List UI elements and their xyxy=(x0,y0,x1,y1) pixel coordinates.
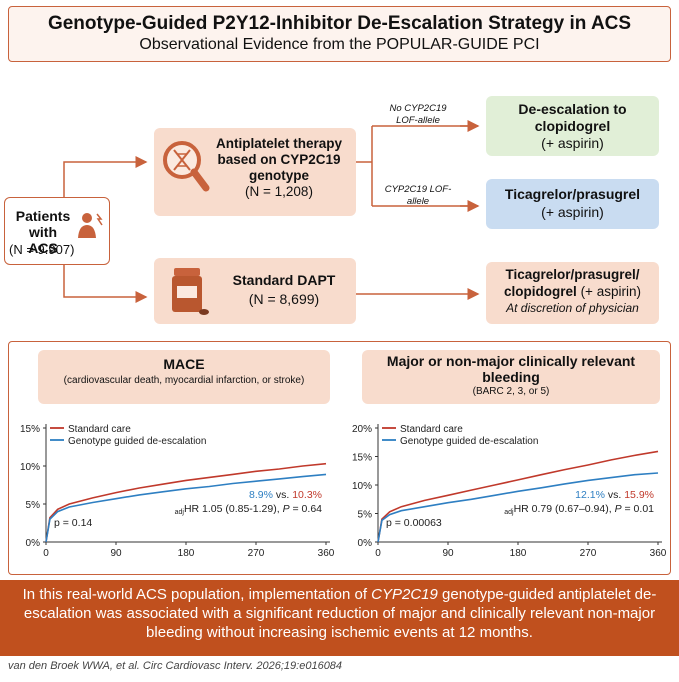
legend-label: Genotype guided de-escalation xyxy=(400,436,538,447)
x-tick-label: 270 xyxy=(580,548,597,559)
y-tick-label: 15% xyxy=(20,424,40,435)
x-tick-label: 360 xyxy=(650,548,667,559)
hazard-ratio-sub: adj xyxy=(504,509,514,516)
antiplatelet-box: Antiplatelet therapy based on CYP2C19 ge… xyxy=(154,128,356,216)
conclusion-gene: CYP2C19 xyxy=(371,586,438,603)
y-tick-label: 10% xyxy=(20,462,40,473)
antiplatelet-label: Antiplatelet therapy based on CYP2C19 ge… xyxy=(215,136,343,183)
mace-chart: 0% 5% 10% 15% 0 90 180 270 360 Standard careGenot… xyxy=(20,424,335,559)
event-rate-text: 8.9% vs. 10.3% xyxy=(249,489,322,501)
y-tick-label: 5% xyxy=(358,510,373,521)
series-line-standard-care xyxy=(377,450,659,543)
deescalation-sub: (+ aspirin) xyxy=(541,135,604,151)
mace-subtitle: (cardiovascular death, myocardial infarc… xyxy=(63,375,305,386)
p-value-label: P xyxy=(615,503,622,515)
event-rate-standard: 15.9% xyxy=(624,489,654,501)
lof-label: CYP2C19 LOF-allele xyxy=(384,184,452,207)
bleeding-subtitle: (BARC 2, 3, or 5) xyxy=(472,386,550,397)
x-tick-label: 270 xyxy=(248,548,265,559)
hazard-ratio-text: adjHR 1.05 (0.85-1.29), P = 0.64 xyxy=(175,503,323,516)
antiplatelet-n: (N = 1,208) xyxy=(245,184,313,199)
no-lof-label: No CYP2C19 LOF-allele xyxy=(389,103,447,126)
patients-box: Patients with ACS (N = 9.907) xyxy=(4,197,110,265)
patients-n: (N = 9.907) xyxy=(9,242,75,257)
standard-outcome-note: At discretion of physician xyxy=(506,301,639,315)
y-tick-label: 15% xyxy=(352,453,372,464)
x-tick-label: 180 xyxy=(178,548,195,559)
mace-header: MACE (cardiovascular death, myocardial i… xyxy=(38,350,330,404)
ticagrelor-box: Ticagrelor/prasugrel (+ aspirin) xyxy=(486,179,659,229)
series-line-standard-care xyxy=(45,462,327,543)
page-title: Genotype-Guided P2Y12-Inhibitor De-Escal… xyxy=(47,13,632,34)
dapt-box: Standard DAPT (N = 8,699) xyxy=(154,258,356,324)
deescalation-label: De-escalation to clopidogrel xyxy=(518,101,627,134)
standard-outcome-sub: (+ aspirin) xyxy=(580,284,641,299)
p-value-label: P xyxy=(283,503,290,515)
deescalation-box: De-escalation to clopidogrel (+ aspirin) xyxy=(486,96,659,156)
arrow-to-dapt xyxy=(63,265,148,303)
x-tick-label: 180 xyxy=(510,548,527,559)
pill-bottle-icon xyxy=(172,268,209,315)
ticagrelor-label: Ticagrelor/prasugrel xyxy=(504,186,641,202)
dapt-text: Standard DAPT (N = 8,699) xyxy=(214,271,354,309)
y-tick-label: 0% xyxy=(358,538,373,549)
hazard-ratio-value: HR 1.05 (0.85-1.29), xyxy=(184,503,283,515)
y-tick-label: 5% xyxy=(26,500,41,511)
x-tick-label: 90 xyxy=(110,548,122,559)
mace-title: MACE xyxy=(163,356,205,372)
hazard-ratio-sub: adj xyxy=(175,509,185,516)
hazard-ratio-text: adjHR 0.79 (0.67–0.94), P = 0.01 xyxy=(504,503,654,516)
dna-magnifier-icon xyxy=(163,141,210,192)
dapt-label: Standard DAPT xyxy=(232,272,336,288)
patients-label: Patients with ACS xyxy=(15,208,71,256)
title-box: Genotype-Guided P2Y12-Inhibitor De-Escal… xyxy=(8,6,671,62)
logrank-p-value: p = 0.00063 xyxy=(386,517,442,529)
citation: van den Broek WWA, et al. Circ Cardiovas… xyxy=(8,660,343,672)
legend-label: Genotype guided de-escalation xyxy=(68,436,206,447)
patient-icon xyxy=(78,213,103,238)
logrank-p-value: p = 0.14 xyxy=(54,517,92,529)
event-rate-vs: vs. xyxy=(605,489,624,501)
series-line-genotype-guided xyxy=(377,472,659,543)
standard-outcome-label: Ticagrelor/prasugrel/ clopidogrel xyxy=(504,267,640,299)
p-value: = 0.64 xyxy=(290,503,323,515)
bleeding-header: Major or non-major clinically relevant b… xyxy=(362,350,660,404)
event-rate-vs: vs. xyxy=(273,489,292,501)
results-panel xyxy=(8,341,671,575)
legend-label: Standard care xyxy=(68,424,131,435)
p-value: = 0.01 xyxy=(622,503,655,515)
event-rate-genotype: 8.9% xyxy=(249,489,273,501)
bleeding-title: Major or non-major clinically relevant b… xyxy=(386,353,636,385)
conclusion-pre: In this real-world ACS population, imple… xyxy=(22,586,372,603)
ticagrelor-sub: (+ aspirin) xyxy=(541,204,604,220)
y-tick-label: 0% xyxy=(26,538,41,549)
x-tick-label: 0 xyxy=(375,548,381,559)
bleeding-chart: 0% 5% 10% 15% 20% 0 90 180 270 360 Standard careGe… xyxy=(352,424,667,559)
x-tick-label: 360 xyxy=(318,548,335,559)
series-line-genotype-guided xyxy=(45,473,327,543)
event-rate-standard: 10.3% xyxy=(292,489,322,501)
event-rate-text: 12.1% vs. 15.9% xyxy=(575,489,654,501)
conclusion-post: genotype-guided antiplatelet de-escalati… xyxy=(23,586,657,641)
y-tick-label: 20% xyxy=(352,424,372,435)
conclusion-banner: In this real-world ACS population, imple… xyxy=(0,580,679,656)
standard-outcome-box: Ticagrelor/prasugrel/ clopidogrel (+ asp… xyxy=(486,262,659,324)
x-tick-label: 0 xyxy=(43,548,49,559)
arrow-to-antiplatelet xyxy=(63,156,148,197)
x-tick-label: 90 xyxy=(442,548,454,559)
event-rate-genotype: 12.1% xyxy=(575,489,605,501)
y-tick-label: 10% xyxy=(352,481,372,492)
hazard-ratio-value: HR 0.79 (0.67–0.94), xyxy=(514,503,615,515)
page-subtitle: Observational Evidence from the POPULAR-… xyxy=(139,36,540,53)
dapt-n: (N = 8,699) xyxy=(248,291,320,307)
antiplatelet-text: Antiplatelet therapy based on CYP2C19 ge… xyxy=(204,136,354,200)
legend-label: Standard care xyxy=(400,424,463,435)
